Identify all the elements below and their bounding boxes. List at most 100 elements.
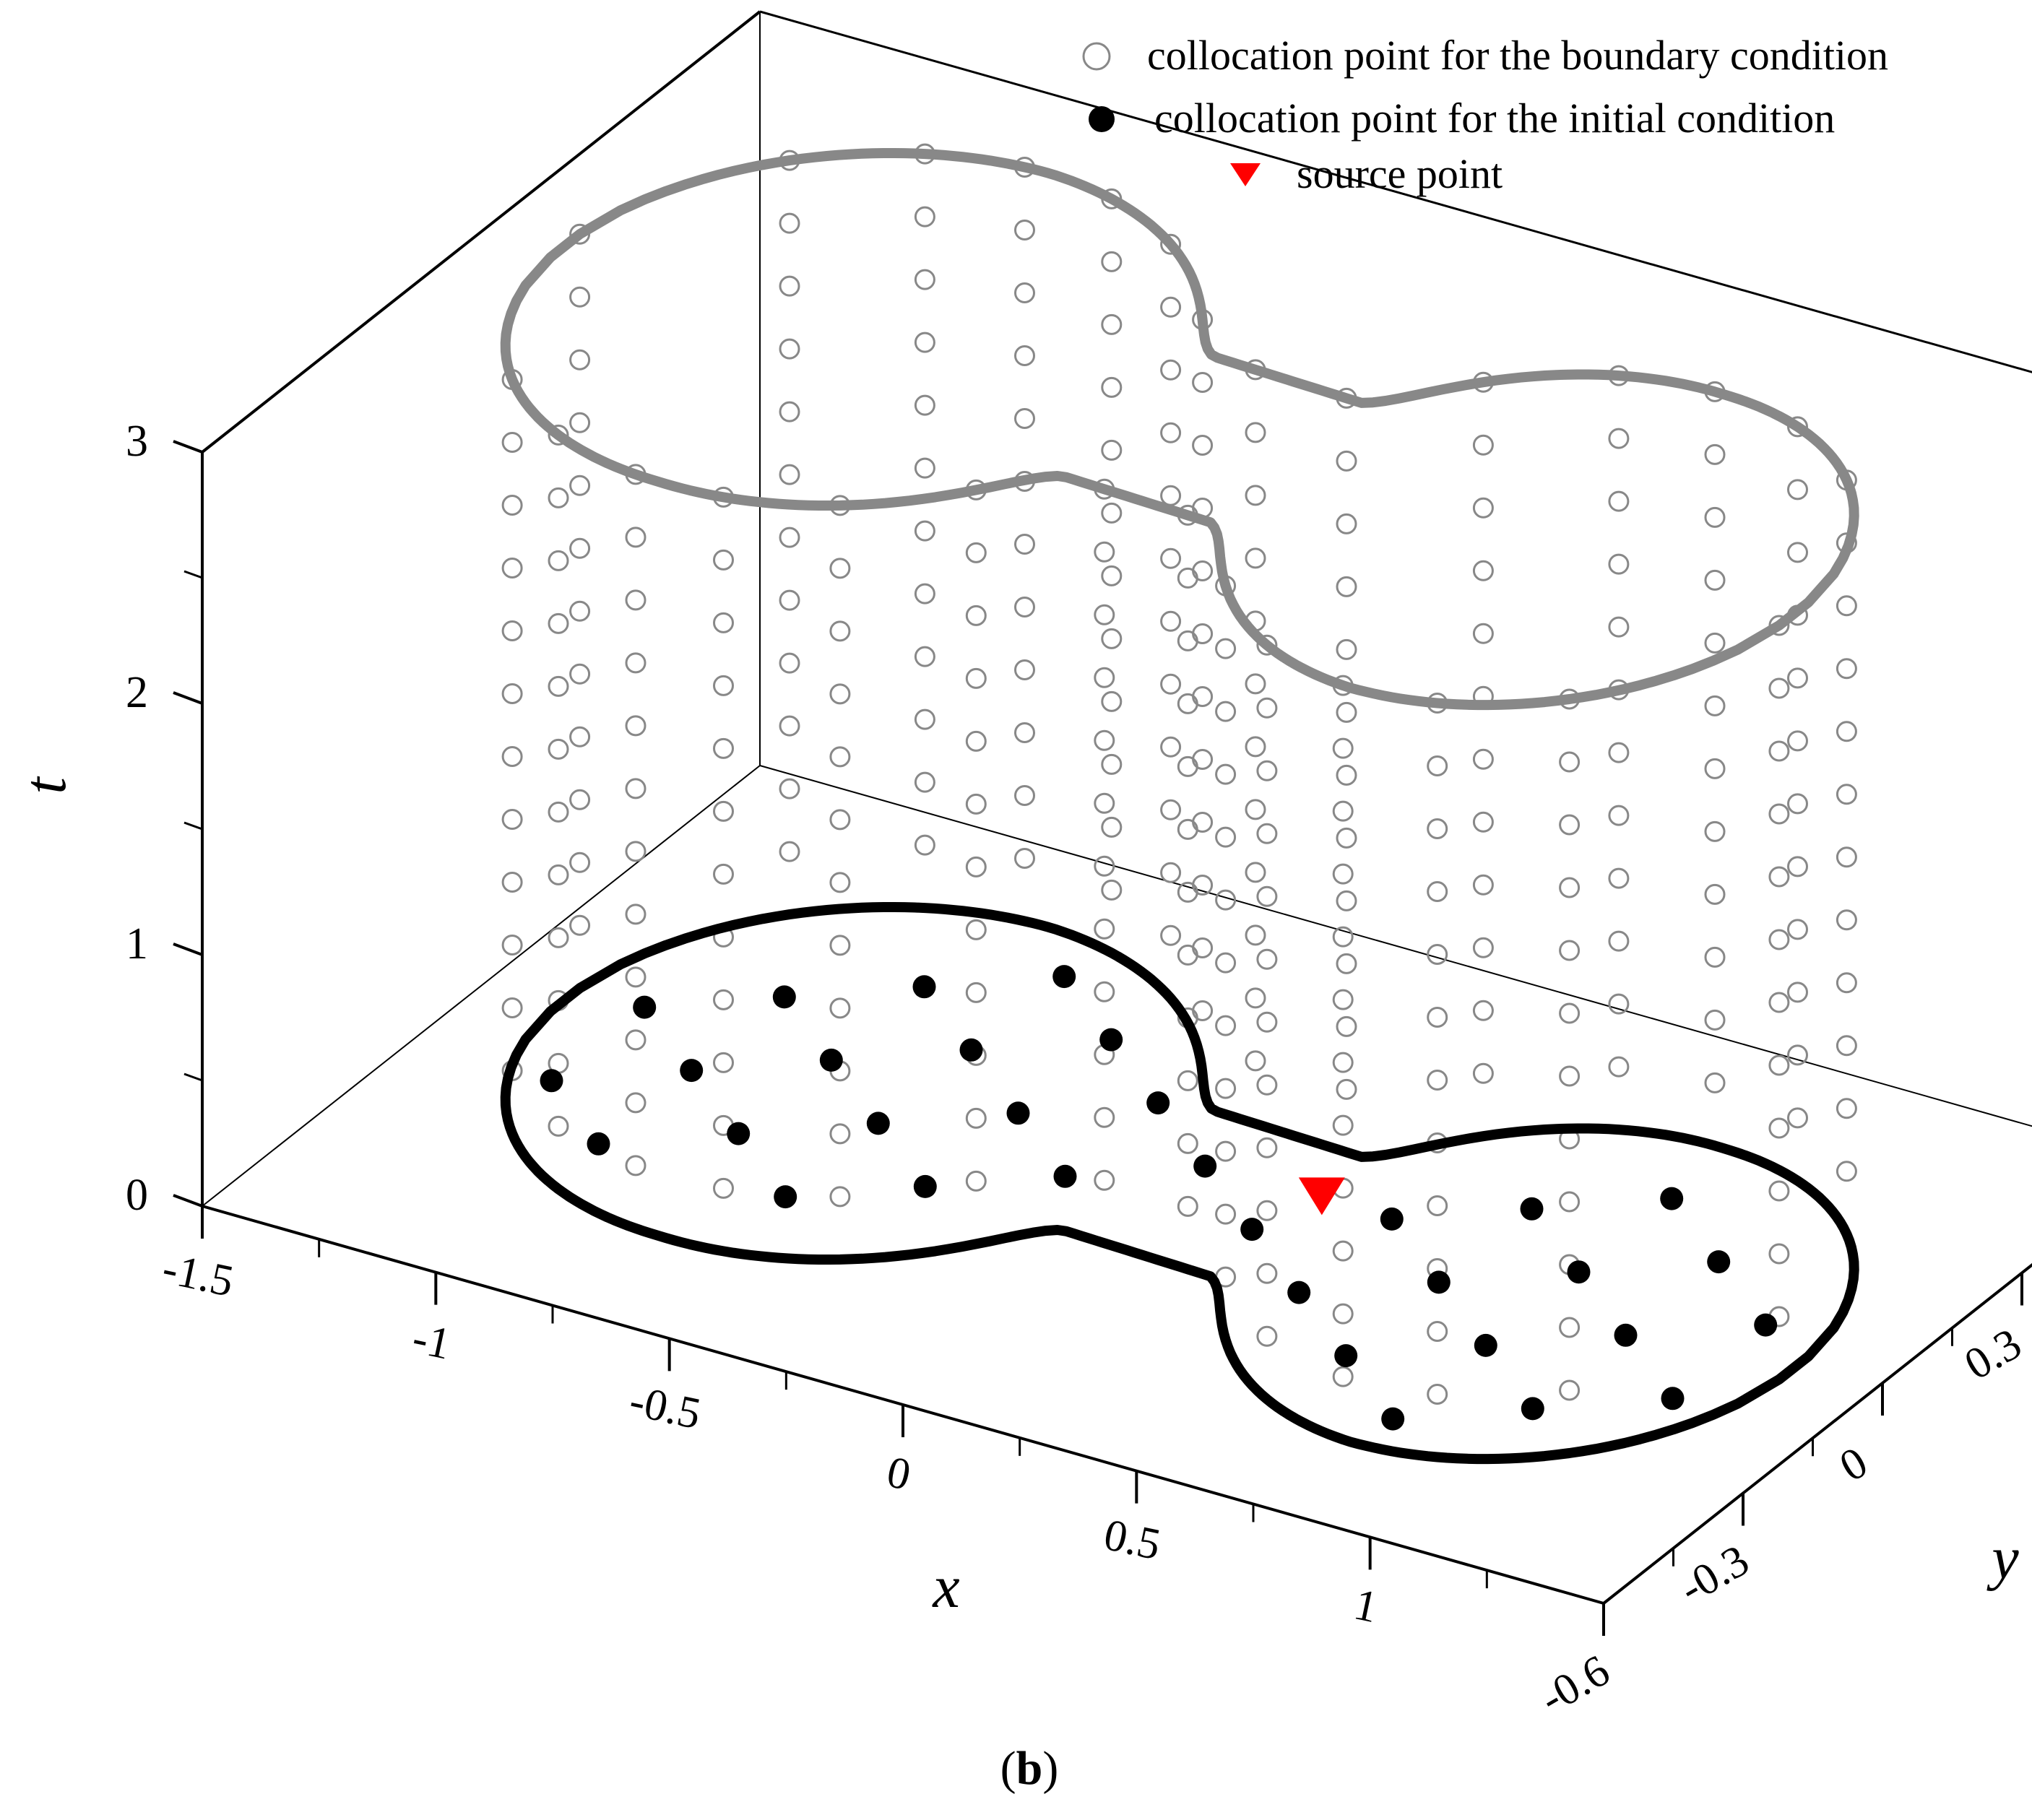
legend-entry-boundary: collocation point for the boundary condi… [1082,32,1888,79]
boundary-collocation-point [1704,695,1726,716]
boundary-collocation-point [1014,597,1035,618]
boundary-collocation-point [1245,862,1266,883]
boundary-collocation-point [1245,422,1266,443]
boundary-collocation-point [713,1052,734,1073]
boundary-collocation-point [1094,981,1115,1002]
boundary-collocation-point [914,206,935,228]
boundary-collocation-point [1256,1200,1278,1221]
boundary-collocation-point [965,1107,987,1129]
boundary-collocation-point [779,401,800,422]
boundary-collocation-point [625,1155,647,1176]
boundary-collocation-point [1215,826,1237,848]
boundary-collocation-point [965,542,987,563]
boundary-collocation-point [1101,753,1123,775]
boundary-collocation-point [1160,736,1182,758]
boundary-collocation-point [625,904,647,925]
boundary-collocation-point [965,793,987,815]
boundary-collocation-point [1101,879,1123,901]
boundary-collocation-point [1094,541,1115,563]
back-left-top-edge [201,10,761,454]
boundary-collocation-point [1094,729,1115,751]
initial-collocation-point [772,985,796,1009]
boundary-collocation-point [1215,889,1237,911]
initial-collocation-point [540,1069,563,1093]
initial-collocation-point [1661,1387,1685,1410]
t-minor-tick [183,1072,203,1082]
domain-boundary-curves [500,148,1859,1465]
initial-collocation-point [1660,1187,1684,1210]
boundary-collocation-point [569,537,591,559]
caption-close: ) [1042,1742,1058,1795]
initial-collocation-point [1146,1091,1170,1115]
boundary-collocation-point [1014,534,1035,555]
boundary-collocation-point [1094,792,1115,814]
initial-collocation-point [727,1122,751,1145]
boundary-collocation-point [1014,659,1035,680]
boundary-collocation-point [1559,940,1581,961]
initial-collocation-point [1520,1197,1544,1221]
boundary-collocation-point [548,738,569,760]
boundary-collocation-point [1245,736,1266,758]
boundary-collocation-point [1336,576,1357,597]
boundary-collocation-point [914,708,935,730]
boundary-collocation-point [1704,443,1726,465]
boundary-collocation-point [1768,992,1790,1013]
boundary-collocation-point [1160,359,1182,381]
boundary-collocation-point [965,856,987,878]
boundary-collocation-point [625,966,647,988]
boundary-collocation-point [1704,632,1726,654]
boundary-collocation-point [1256,1325,1278,1347]
boundary-collocation-point [1836,1098,1857,1119]
boundary-collocation-point [1256,1011,1278,1033]
boundary-collocation-point [548,612,569,634]
initial-collocation-point [1754,1313,1778,1337]
boundary-collocation-point [1608,1056,1630,1078]
boundary-collocation-point [501,683,523,704]
boundary-collocation-point [569,349,591,370]
initial-collocation-point [774,1185,797,1209]
initial-collocation-point [587,1132,610,1156]
y-tick-label: -0.3 [1671,1535,1757,1613]
boundary-collocation-point [829,558,851,579]
boundary-collocation-point [965,667,987,689]
x-tick-label: 0 [883,1447,915,1500]
boundary-collocation-point [1256,634,1278,656]
boundary-collocation-point [1215,1140,1237,1162]
boundary-collocation-point [1332,1052,1354,1073]
boundary-collocation-point [1836,846,1857,868]
boundary-collocation-point [1768,1117,1790,1139]
legend-marker-down-triangle [1230,163,1261,186]
initial-collocation-point [1053,1164,1077,1188]
boundary-collocation-point [1559,1317,1581,1338]
boundary-collocation-point [501,620,523,641]
boundary-collocation-point [548,487,569,508]
initial-collocation-point [819,1048,843,1072]
boundary-collocation-point [1094,604,1115,625]
initial-collocation-point [1240,1218,1264,1242]
boundary-collocation-point [501,558,523,578]
boundary-collocation-point [779,841,800,862]
boundary-collocation-point [1177,693,1198,714]
initial-collocation-point [1381,1407,1405,1431]
boundary-collocation-point [1101,502,1123,524]
figure-caption: (b) [1000,1742,1059,1795]
boundary-collocation-point [1256,760,1278,781]
boundary-collocation-point [625,1029,647,1051]
boundary-collocation-point [1014,785,1035,806]
boundary-curve-t3 [500,148,1859,711]
boundary-collocation-point [1472,560,1494,581]
boundary-collocation-point [713,549,734,571]
boundary-collocation-point [1704,1072,1726,1093]
boundary-collocation-point [1836,1035,1857,1057]
boundary-collocation-point [1608,742,1630,763]
boundary-collocation-point [829,1123,851,1145]
boundary-collocation-point [1427,818,1448,839]
boundary-collocation-point [1704,569,1726,591]
boundary-collocation-point [779,464,800,485]
boundary-collocation-point [779,715,800,737]
boundary-collocation-point [569,789,591,810]
legend: collocation point for the boundary condi… [1082,32,1888,197]
boundary-collocation-point [1215,952,1237,974]
legend-label-source: source point [1297,150,1503,197]
boundary-collocation-points [501,143,1857,1405]
